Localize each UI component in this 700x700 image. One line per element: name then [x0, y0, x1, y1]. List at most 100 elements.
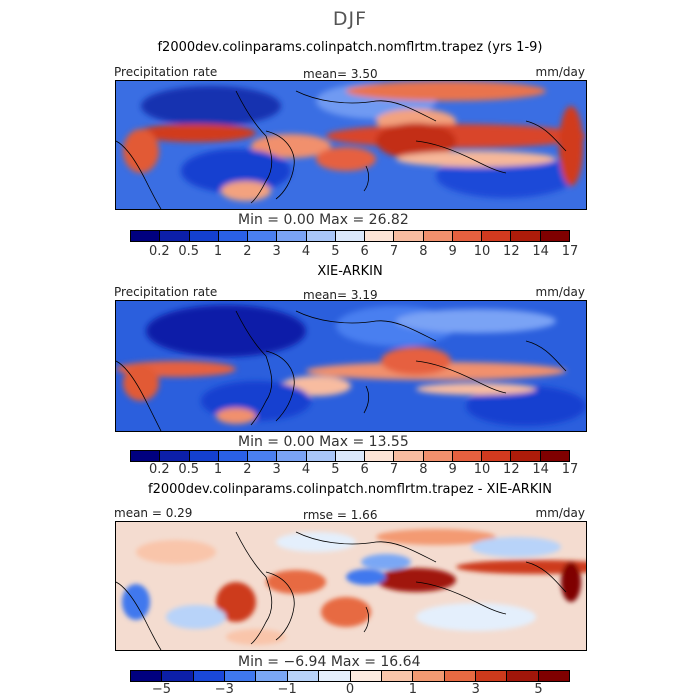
coastlines — [116, 531, 567, 650]
panel-3-colorbar-ticks: −5 −3 −1 0 1 3 5 — [130, 682, 570, 698]
colorbar-swatch — [538, 671, 570, 681]
colorbar-tick-label: 12 — [503, 244, 520, 259]
colorbar-swatch — [319, 671, 351, 681]
panel-1-variable-label: Precipitation rate — [114, 65, 218, 79]
colorbar-tick-label: 10 — [473, 244, 491, 259]
colorbar-swatch — [277, 231, 307, 241]
colorbar-swatch — [189, 451, 219, 461]
colorbar-tick-label: −1 — [277, 682, 297, 697]
colorbar-swatch — [306, 231, 336, 241]
colorbar-tick-label: 2 — [243, 244, 252, 259]
colorbar-tick-label: 0.2 — [148, 244, 170, 259]
colorbar-tick-label: 0 — [345, 682, 355, 697]
panel-1-map — [115, 80, 587, 210]
panel-3-map-svg — [116, 522, 586, 650]
panel-1-map-svg — [116, 81, 586, 209]
panel-3-rmse-label: rmse = 1.66 — [303, 508, 378, 522]
colorbar-swatch — [540, 231, 569, 241]
colorbar-swatch — [335, 451, 366, 461]
season-title: DJF — [332, 8, 368, 30]
coastlines — [116, 90, 567, 209]
panel-2-colorbar — [130, 450, 570, 462]
colorbar-tick-label: 7 — [389, 244, 399, 259]
panel-3-title: f2000dev.colinparams.colinpatch.nomflrtm… — [148, 482, 552, 497]
panel-3-minmax: Min = −6.94 Max = 16.64 — [238, 654, 421, 670]
panel-2-units-label: mm/day — [535, 285, 586, 299]
colorbar-tick-label: −5 — [151, 682, 172, 697]
colorbar-swatch — [131, 231, 161, 241]
colorbar-swatch — [131, 451, 161, 461]
colorbar-tick-label: 1 — [213, 462, 223, 477]
panel-2-map-svg — [116, 301, 586, 431]
panel-3-map — [115, 521, 587, 651]
panel-3-units-label: mm/day — [535, 506, 586, 520]
colorbar-tick-label: 6 — [360, 244, 369, 259]
colorbar-swatch — [365, 231, 395, 241]
colorbar-swatch — [394, 451, 424, 461]
colorbar-swatch — [160, 231, 190, 241]
colorbar-tick-label: 4 — [301, 244, 311, 259]
panel-1-colorbar-ticks: 0.2 0.5 1 2 3 4 5 6 7 8 9 10 12 14 17 — [130, 244, 578, 260]
panel-2-minmax: Min = 0.00 Max = 13.55 — [238, 434, 409, 450]
colorbar-swatch — [335, 231, 366, 241]
colorbar-swatch — [193, 671, 226, 681]
itcz-band — [136, 124, 256, 142]
colorbar-swatch — [131, 671, 163, 681]
colorbar-tick-label: 1 — [213, 244, 223, 259]
colorbar-tick-label: 0.5 — [178, 462, 199, 477]
colorbar-swatch — [248, 451, 278, 461]
colorbar-tick-label: −3 — [214, 682, 234, 697]
colorbar-swatch — [540, 451, 569, 461]
colorbar-swatch — [423, 231, 453, 241]
colorbar-swatch — [277, 451, 307, 461]
colorbar-tick-label: 10 — [473, 462, 491, 477]
colorbar-tick-label: 2 — [243, 462, 252, 477]
colorbar-swatch — [507, 671, 539, 681]
colorbar-swatch — [452, 451, 483, 461]
colorbar-swatch — [381, 671, 414, 681]
colorbar-tick-label: 5 — [331, 244, 340, 259]
colorbar-swatch — [444, 671, 476, 681]
colorbar-tick-label: 3 — [471, 682, 480, 697]
colorbar-swatch — [394, 231, 424, 241]
colorbar-tick-label: 7 — [389, 462, 399, 477]
colorbar-tick-label: 6 — [360, 462, 369, 477]
colorbar-swatch — [189, 231, 219, 241]
colorbar-swatch — [162, 671, 194, 681]
panel-2-title: XIE-ARKIN — [317, 264, 383, 279]
colorbar-tick-label: 3 — [272, 462, 281, 477]
colorbar-swatch — [350, 671, 382, 681]
colorbar-tick-label: 5 — [331, 462, 340, 477]
colorbar-swatch — [482, 451, 512, 461]
colorbar-swatch — [256, 671, 288, 681]
itcz-band — [326, 124, 586, 148]
panel-2-colorbar-ticks: 0.2 0.5 1 2 3 4 5 6 7 8 9 10 12 14 17 — [130, 462, 578, 478]
colorbar-swatch — [287, 671, 320, 681]
colorbar-tick-label: 4 — [301, 462, 311, 477]
coastlines — [116, 310, 567, 431]
dry-region — [141, 86, 281, 126]
colorbar-swatch — [452, 231, 483, 241]
colorbar-tick-label: 17 — [561, 462, 579, 477]
panel-1-mean-label: mean= 3.50 — [303, 67, 378, 81]
colorbar-tick-label: 14 — [532, 244, 549, 259]
colorbar-swatch — [511, 451, 541, 461]
colorbar-swatch — [482, 231, 512, 241]
colorbar-tick-label: 5 — [534, 682, 543, 697]
panel-1-colorbar — [130, 230, 570, 242]
colorbar-tick-label: 8 — [419, 462, 428, 477]
panel-2-map — [115, 300, 587, 432]
colorbar-tick-label: 8 — [419, 244, 428, 259]
panel-1-minmax: Min = 0.00 Max = 26.82 — [238, 212, 409, 228]
panel-3-mean-label: mean = 0.29 — [114, 506, 193, 520]
panel-2-mean-label: mean= 3.19 — [303, 288, 378, 302]
colorbar-swatch — [225, 671, 257, 681]
colorbar-swatch — [218, 231, 249, 241]
panel-1-units-label: mm/day — [535, 65, 586, 79]
panel-3-colorbar — [130, 670, 570, 682]
colorbar-swatch — [413, 671, 445, 681]
panel-2-variable-label: Precipitation rate — [114, 285, 218, 299]
colorbar-tick-label: 3 — [272, 244, 281, 259]
colorbar-tick-label: 0.2 — [148, 462, 170, 477]
colorbar-tick-label: 12 — [503, 462, 520, 477]
